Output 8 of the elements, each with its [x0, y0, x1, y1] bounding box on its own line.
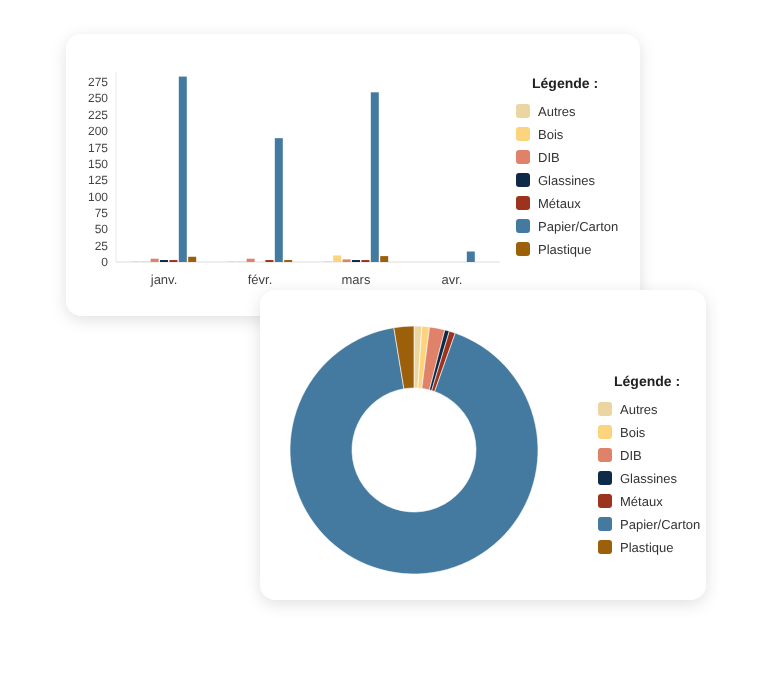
bar: [188, 256, 197, 262]
bar: [370, 92, 379, 262]
bar: [333, 255, 342, 262]
donut-slice: [289, 327, 539, 575]
bar: [466, 251, 475, 262]
bar: [274, 138, 283, 262]
bar: [178, 76, 187, 262]
bar: [380, 256, 389, 262]
